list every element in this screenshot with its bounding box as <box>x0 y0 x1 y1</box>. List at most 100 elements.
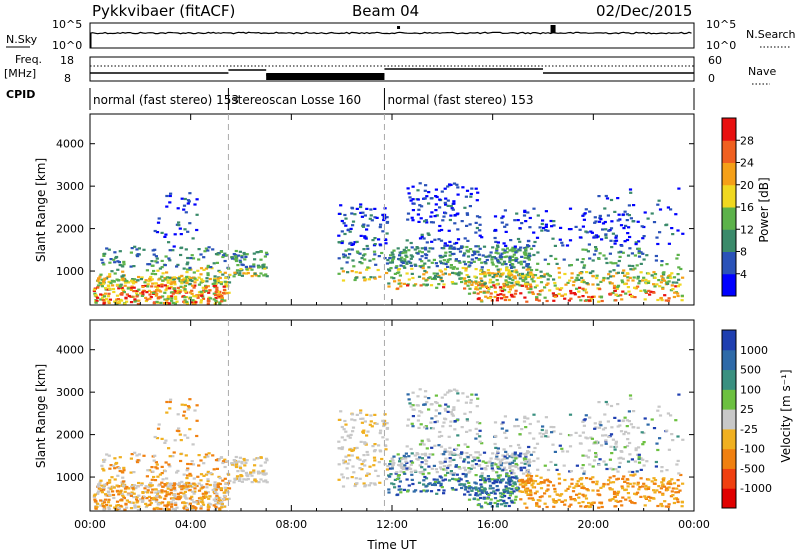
velocity-cell <box>109 464 113 467</box>
velocity-cell <box>509 478 513 481</box>
power-cell <box>346 256 350 259</box>
power-cell <box>135 289 139 293</box>
power-cell <box>450 281 454 284</box>
power-cell <box>677 187 681 190</box>
velocity-cell <box>484 461 488 464</box>
velocity-cell <box>103 458 107 461</box>
velocity-scatter <box>92 388 685 512</box>
power-cell <box>381 230 385 233</box>
velocity-cell <box>465 480 469 483</box>
power-cell <box>625 219 629 222</box>
power-cell <box>560 241 564 244</box>
velocity-cell <box>465 419 470 422</box>
velocity-cell <box>359 440 363 443</box>
velocity-cell <box>441 461 445 465</box>
velocity-cell <box>437 444 441 447</box>
power-cell <box>133 245 137 248</box>
power-cell <box>195 198 199 201</box>
power-cell <box>109 282 113 285</box>
velocity-cell <box>446 410 450 413</box>
power-cell <box>483 271 487 274</box>
velocity-cell <box>113 478 117 481</box>
velocity-cell <box>444 468 448 472</box>
velocity-cell <box>516 425 520 428</box>
power-cell <box>393 280 397 283</box>
power-cell <box>612 286 617 289</box>
velocity-cell <box>427 408 431 411</box>
velocity-cell <box>479 478 483 482</box>
velocity-cell <box>655 442 659 445</box>
velocity-cell <box>173 439 177 442</box>
velocity-cell <box>214 505 218 508</box>
power-cell <box>444 197 448 200</box>
power-cell <box>232 275 236 278</box>
velocity-cell <box>377 444 381 447</box>
velocity-cell <box>557 477 561 480</box>
power-cell <box>161 295 165 298</box>
velocity-cell <box>524 454 528 457</box>
power-cell <box>512 249 516 252</box>
power-cell <box>172 281 176 284</box>
velocity-cell <box>536 482 540 485</box>
velocity-cell <box>482 451 487 454</box>
power-cell <box>165 287 169 290</box>
velocity-cell <box>508 462 512 465</box>
velocity-cell <box>575 482 579 485</box>
power-cell <box>405 239 409 242</box>
power-cell <box>452 202 456 205</box>
velocity-cell <box>452 472 456 475</box>
velocity-cell <box>167 463 171 466</box>
velocity-cell <box>608 488 613 491</box>
power-cell <box>103 252 107 255</box>
power-cell <box>182 267 186 270</box>
power-cell <box>576 274 580 277</box>
power-cell <box>183 300 187 303</box>
velocity-cell <box>183 502 187 505</box>
power-cell <box>518 277 522 280</box>
velocity-cell <box>206 478 210 481</box>
velocity-cell <box>476 451 480 454</box>
power-cell <box>592 253 597 256</box>
power-cell <box>529 247 533 250</box>
power-cell <box>435 286 439 289</box>
power-cell <box>196 296 200 299</box>
velocity-cell <box>206 480 210 483</box>
power-cell <box>98 281 102 285</box>
velocity-cell <box>182 483 186 486</box>
velocity-cell <box>453 428 457 431</box>
velocity-cell <box>611 481 616 484</box>
velocity-cell <box>177 430 181 433</box>
velocity-cell <box>473 481 477 484</box>
velocity-cell <box>159 507 163 510</box>
power-cell <box>361 211 365 214</box>
power-cell <box>361 224 365 227</box>
velocity-cell <box>652 489 656 492</box>
power-cell <box>529 271 533 274</box>
power-cell <box>413 263 417 266</box>
x-tick-label: 16:00 <box>477 518 509 531</box>
velocity-cell <box>376 474 380 478</box>
velocity-cell <box>212 504 216 507</box>
velocity-cell <box>520 428 524 431</box>
power-cell <box>606 214 610 217</box>
power-cell <box>184 280 188 283</box>
power-cell <box>163 302 167 305</box>
velocity-cell <box>621 457 625 460</box>
power-cell <box>573 293 577 296</box>
velocity-cell <box>350 418 354 421</box>
velocity-cell <box>470 464 474 467</box>
velocity-cell <box>503 495 507 498</box>
power-cell <box>650 212 654 215</box>
velocity-cell <box>539 476 543 479</box>
velocity-cell <box>652 477 656 480</box>
power-cell <box>227 281 232 284</box>
velocity-cell <box>378 432 382 435</box>
velocity-cell <box>443 474 448 477</box>
velocity-cell <box>144 502 148 505</box>
power-cell <box>110 270 114 273</box>
velocity-cell <box>509 499 514 503</box>
velocity-cell <box>196 500 200 503</box>
velocity-cell <box>579 505 583 508</box>
power-cell <box>238 250 242 253</box>
velocity-cell <box>350 476 354 479</box>
